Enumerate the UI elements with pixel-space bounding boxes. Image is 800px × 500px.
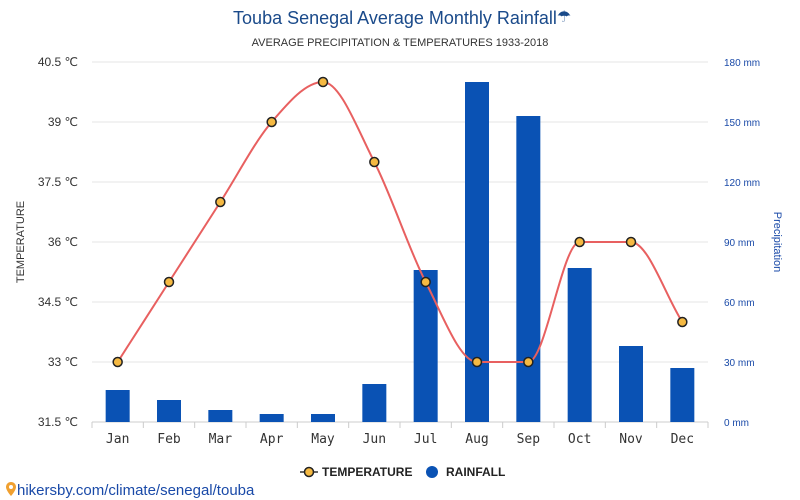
y-left-tick-label: 37.5 ℃ bbox=[38, 175, 78, 189]
x-tick-label: Oct bbox=[568, 432, 591, 447]
temperature-point[interactable] bbox=[677, 316, 688, 328]
y-left-tick-label: 40.5 ℃ bbox=[38, 55, 78, 69]
rainfall-bars bbox=[105, 82, 695, 422]
temperature-line-path bbox=[116, 80, 684, 363]
rainfall-bar[interactable] bbox=[105, 390, 130, 422]
x-tick-label: Apr bbox=[260, 432, 284, 447]
temperature-point[interactable] bbox=[215, 196, 226, 208]
map-pin-icon bbox=[6, 482, 16, 496]
legend-rainfall-label: RAINFALL bbox=[446, 465, 505, 479]
x-tick-label: Mar bbox=[209, 432, 233, 447]
x-tick-label: Jan bbox=[106, 432, 129, 447]
legend-rainfall-marker-icon bbox=[426, 466, 438, 478]
temperature-point[interactable] bbox=[625, 236, 637, 248]
axis-ticks: 31.5 ℃ 33 ℃ 34.5 ℃ 36 ℃ 37.5 ℃ 39 ℃ 40.5 ℃ 0 mm… bbox=[38, 55, 760, 447]
source-url: hikersby.com/climate/senegal/touba bbox=[17, 482, 255, 499]
legend-temperature[interactable]: TEMPERATURE bbox=[300, 465, 412, 479]
y-left-tick-label: 39 ℃ bbox=[48, 115, 78, 129]
y-left-tick-label: 34.5 ℃ bbox=[38, 295, 78, 309]
temperature-point[interactable] bbox=[369, 156, 380, 168]
rainfall-bar[interactable] bbox=[670, 368, 695, 422]
y-right-tick-label: 60 mm bbox=[724, 298, 755, 309]
x-tick-label: May bbox=[311, 432, 335, 447]
legend-rainfall[interactable]: RAINFALL bbox=[426, 465, 505, 479]
legend-temperature-label: TEMPERATURE bbox=[322, 465, 412, 479]
umbrella-icon: ☂ bbox=[557, 9, 571, 26]
rainfall-bar[interactable] bbox=[465, 82, 489, 422]
temperature-point[interactable] bbox=[471, 356, 483, 368]
chart-subtitle: AVERAGE PRECIPITATION & TEMPERATURES 193… bbox=[252, 37, 549, 49]
temperature-point[interactable] bbox=[574, 236, 585, 248]
y-right-tick-label: 180 mm bbox=[724, 58, 760, 69]
x-tick-label: Nov bbox=[619, 432, 643, 447]
temperature-point[interactable] bbox=[523, 356, 534, 368]
rainfall-bar[interactable] bbox=[208, 410, 233, 422]
rainfall-bar[interactable] bbox=[259, 414, 284, 422]
x-tick-label: Jul bbox=[414, 432, 437, 447]
rainfall-bar[interactable] bbox=[311, 414, 335, 422]
legend-temperature-marker-icon bbox=[303, 466, 315, 478]
source-link[interactable]: hikersby.com/climate/senegal/touba bbox=[6, 482, 255, 499]
x-tick-label: Sep bbox=[517, 432, 541, 447]
y-left-tick-label: 33 ℃ bbox=[48, 355, 78, 369]
rainfall-bar[interactable] bbox=[157, 400, 181, 422]
y-right-tick-label: 150 mm bbox=[724, 118, 760, 129]
temperature-point[interactable] bbox=[420, 276, 431, 288]
rainfall-bar[interactable] bbox=[619, 346, 643, 422]
y-left-tick-label: 31.5 ℃ bbox=[38, 415, 78, 429]
y-right-tick-label: 120 mm bbox=[724, 178, 760, 189]
temperature-point[interactable] bbox=[163, 276, 175, 288]
y-right-tick-label: 90 mm bbox=[724, 238, 755, 249]
rainfall-bar[interactable] bbox=[362, 384, 387, 422]
chart-title: Touba Senegal Average Monthly Rainfall bbox=[233, 8, 557, 28]
rainfall-bar[interactable] bbox=[567, 268, 592, 422]
y-right-tick-label: 0 mm bbox=[724, 418, 749, 429]
temperature-point[interactable] bbox=[266, 116, 277, 128]
x-tick-label: Feb bbox=[157, 432, 181, 447]
temperature-line bbox=[112, 76, 688, 368]
temperature-point[interactable] bbox=[112, 356, 123, 368]
rainfall-bar[interactable] bbox=[413, 270, 438, 422]
y-left-tick-label: 36 ℃ bbox=[48, 235, 78, 249]
y-right-tick-label: 30 mm bbox=[724, 358, 755, 369]
legend: TEMPERATURE RAINFALL bbox=[300, 465, 505, 479]
x-tick-label: Dec bbox=[671, 432, 694, 447]
y-left-axis-title: TEMPERATURE bbox=[15, 201, 27, 283]
x-tick-label: Jun bbox=[363, 432, 386, 447]
temperature-point[interactable] bbox=[317, 76, 329, 88]
x-tick-label: Aug bbox=[465, 432, 488, 447]
gridlines bbox=[91, 61, 709, 428]
rainfall-bar[interactable] bbox=[516, 116, 541, 422]
y-right-axis-title: Precipitation bbox=[771, 212, 783, 273]
